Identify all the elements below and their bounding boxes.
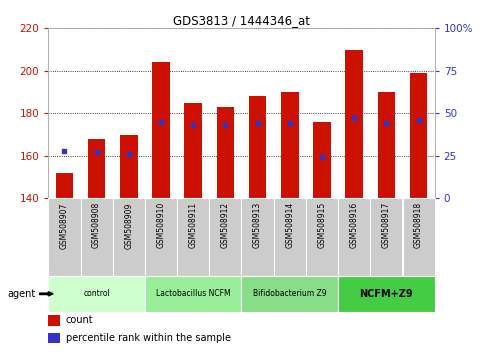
Bar [48,333,60,343]
Text: GSM508909: GSM508909 [124,202,133,249]
Text: GSM508913: GSM508913 [253,202,262,249]
Bar [338,276,435,312]
Bar [378,92,395,198]
Bar [338,198,370,276]
Text: GSM508912: GSM508912 [221,202,230,248]
Bar [402,198,435,276]
Text: GSM508908: GSM508908 [92,202,101,249]
Text: GSM508918: GSM508918 [414,202,423,248]
Bar [185,103,202,198]
Bar [56,173,73,198]
Bar [306,198,338,276]
Text: control: control [83,289,110,298]
Bar [88,139,105,198]
Text: percentile rank within the sample: percentile rank within the sample [66,333,231,343]
Bar [48,315,60,326]
Text: GSM508915: GSM508915 [317,202,327,249]
Bar [216,107,234,198]
Bar [113,198,145,276]
Bar [281,92,298,198]
Text: GSM508910: GSM508910 [156,202,166,249]
Bar [81,198,113,276]
Text: GSM508917: GSM508917 [382,202,391,249]
Title: GDS3813 / 1444346_at: GDS3813 / 1444346_at [173,14,310,27]
Text: NCFM+Z9: NCFM+Z9 [359,289,413,299]
Text: GSM508916: GSM508916 [350,202,359,249]
Text: count: count [66,315,93,325]
Bar [370,198,402,276]
Bar [410,73,427,198]
Bar [177,198,209,276]
Bar [313,122,331,198]
Text: GSM508914: GSM508914 [285,202,294,249]
Text: GSM508907: GSM508907 [60,202,69,249]
Bar [145,198,177,276]
Bar [345,50,363,198]
Text: Bifidobacterium Z9: Bifidobacterium Z9 [253,289,327,298]
Text: Lactobacillus NCFM: Lactobacillus NCFM [156,289,230,298]
Text: GSM508911: GSM508911 [189,202,198,248]
Bar [242,198,274,276]
Bar [209,198,242,276]
Bar [242,276,338,312]
Text: agent: agent [7,289,35,299]
Bar [152,62,170,198]
Bar [274,198,306,276]
Bar [48,276,145,312]
Bar [145,276,242,312]
Bar [120,135,138,198]
Bar [249,96,267,198]
Bar [48,198,81,276]
